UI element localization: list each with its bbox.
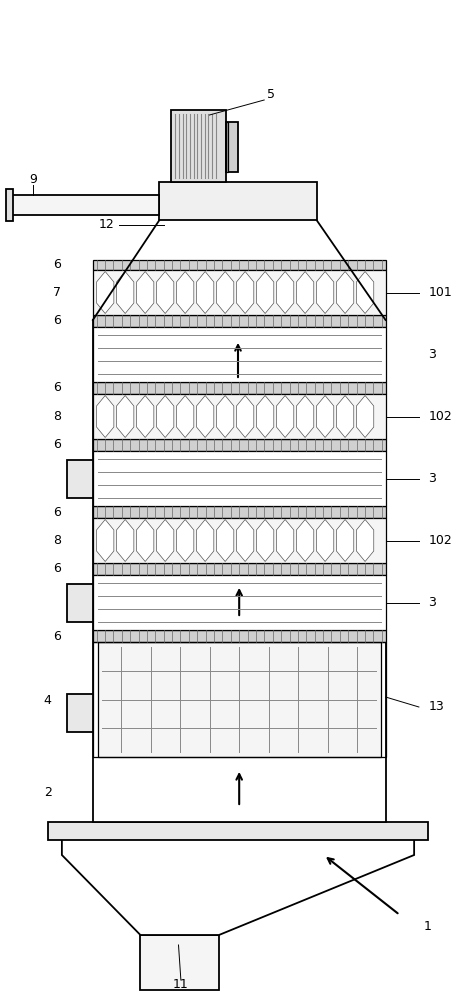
Bar — [48, 822, 428, 840]
Polygon shape — [257, 271, 274, 313]
Text: 2: 2 — [44, 786, 51, 798]
Text: 3: 3 — [428, 473, 436, 486]
Polygon shape — [117, 271, 134, 313]
Text: 7: 7 — [53, 286, 61, 299]
Text: 5: 5 — [267, 89, 275, 102]
Polygon shape — [217, 271, 234, 313]
Polygon shape — [137, 395, 154, 437]
Polygon shape — [177, 519, 194, 562]
Polygon shape — [97, 519, 114, 562]
Bar — [93, 575, 386, 630]
Text: 1: 1 — [424, 920, 432, 934]
Polygon shape — [257, 519, 274, 562]
Text: 11: 11 — [173, 978, 189, 992]
Text: 6: 6 — [53, 506, 61, 518]
Text: 9: 9 — [30, 173, 37, 186]
Polygon shape — [317, 395, 334, 437]
Polygon shape — [217, 395, 234, 437]
Polygon shape — [137, 271, 154, 313]
Polygon shape — [237, 395, 254, 437]
Text: 6: 6 — [53, 562, 61, 576]
Bar — [93, 260, 386, 270]
Text: 3: 3 — [428, 348, 436, 361]
Text: 12: 12 — [99, 219, 114, 232]
Bar — [12, 195, 159, 215]
Text: 6: 6 — [53, 258, 61, 271]
Polygon shape — [257, 395, 274, 437]
Text: 4: 4 — [44, 694, 51, 706]
Bar — [93, 563, 386, 575]
Polygon shape — [62, 835, 414, 935]
Bar — [93, 315, 386, 327]
Bar — [93, 630, 386, 642]
Polygon shape — [197, 519, 214, 562]
Polygon shape — [317, 271, 334, 313]
Bar — [226, 122, 238, 172]
Polygon shape — [197, 395, 214, 437]
Polygon shape — [277, 519, 294, 562]
Polygon shape — [97, 395, 114, 437]
Bar — [159, 182, 317, 220]
Text: 6: 6 — [53, 381, 61, 394]
Polygon shape — [177, 271, 194, 313]
Text: 8: 8 — [53, 410, 61, 423]
Text: 102: 102 — [428, 410, 452, 423]
Text: 102: 102 — [428, 534, 452, 548]
Text: 6: 6 — [53, 438, 61, 452]
Polygon shape — [297, 271, 314, 313]
Polygon shape — [277, 271, 294, 313]
Bar — [171, 110, 226, 182]
Bar — [93, 439, 386, 451]
Polygon shape — [237, 271, 254, 313]
Bar — [67, 460, 93, 498]
Polygon shape — [157, 519, 174, 562]
Bar — [93, 642, 386, 757]
Text: 101: 101 — [428, 286, 452, 299]
Bar — [93, 518, 386, 563]
Polygon shape — [217, 519, 234, 562]
Text: 3: 3 — [428, 596, 436, 609]
Bar — [93, 327, 386, 382]
Polygon shape — [337, 271, 354, 313]
Bar — [98, 642, 381, 757]
Polygon shape — [337, 519, 354, 562]
Polygon shape — [117, 395, 134, 437]
Text: 6: 6 — [53, 314, 61, 327]
Polygon shape — [157, 271, 174, 313]
Polygon shape — [97, 271, 114, 313]
Polygon shape — [337, 395, 354, 437]
Polygon shape — [177, 395, 194, 437]
Bar — [93, 451, 386, 506]
Polygon shape — [117, 519, 134, 562]
Bar — [67, 694, 93, 732]
Polygon shape — [357, 519, 374, 562]
Polygon shape — [137, 519, 154, 562]
Text: 6: 6 — [53, 630, 61, 643]
Polygon shape — [237, 519, 254, 562]
Bar — [93, 320, 386, 822]
Bar — [93, 506, 386, 518]
Bar — [93, 394, 386, 439]
Bar — [226, 122, 228, 172]
Polygon shape — [277, 395, 294, 437]
Polygon shape — [297, 519, 314, 562]
Polygon shape — [357, 271, 374, 313]
Text: 13: 13 — [428, 700, 444, 714]
Bar — [140, 935, 219, 990]
Polygon shape — [157, 395, 174, 437]
Polygon shape — [317, 519, 334, 562]
Bar — [93, 270, 386, 315]
Bar — [93, 382, 386, 394]
Polygon shape — [357, 395, 374, 437]
Bar — [6, 189, 13, 221]
Polygon shape — [297, 395, 314, 437]
Bar — [67, 584, 93, 622]
Polygon shape — [197, 271, 214, 313]
Text: 8: 8 — [53, 534, 61, 548]
